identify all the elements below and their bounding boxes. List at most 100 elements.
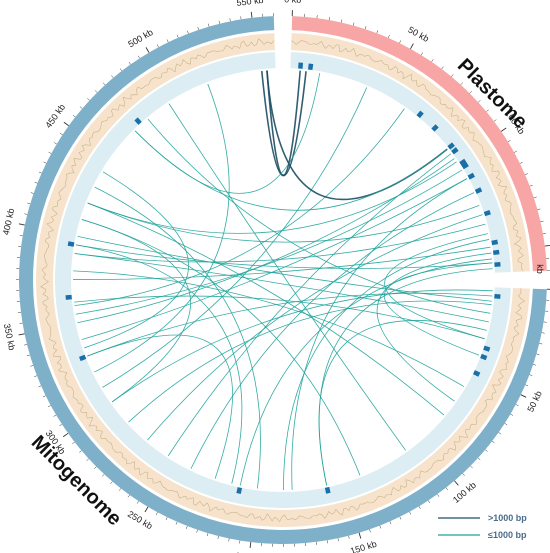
- mitogenome-tick: [229, 18, 231, 22]
- mito-mito-link: [87, 292, 493, 357]
- mito-mito-link: [94, 186, 261, 489]
- mitogenome-tick: [389, 521, 392, 525]
- tick-label: 550 kb: [236, 0, 264, 8]
- mitogenome-tick: [19, 235, 23, 237]
- mito-mito-link: [94, 83, 230, 373]
- tick-label: 400 kb: [1, 207, 16, 236]
- mitogenome-tick: [38, 385, 42, 388]
- tick-label: 350 kb: [2, 323, 17, 352]
- mitogenome-tick: [525, 384, 529, 387]
- mitogenome-tick: [136, 500, 139, 504]
- mitogenome-tick: [539, 343, 543, 345]
- mito-marker: [79, 354, 87, 362]
- plastome-tick: [410, 43, 414, 50]
- mitogenome-tick: [86, 458, 89, 461]
- mitogenome-tick: [515, 404, 519, 407]
- mitogenome-tick: [87, 98, 90, 101]
- mitogenome-tick: [118, 488, 122, 491]
- tick-label: 0 kb: [284, 0, 301, 5]
- mitogenome-tick: [47, 405, 51, 408]
- plastome-mito-link: [102, 87, 368, 388]
- plastome-marker: [467, 172, 475, 180]
- mitogenome-tick: [454, 480, 459, 486]
- mitogenome-tick: [218, 20, 220, 24]
- mitogenome-tick: [119, 68, 123, 72]
- mitogenome-tick: [137, 55, 140, 59]
- mitogenome-tick: [62, 432, 69, 438]
- mito-mito-link: [111, 289, 493, 403]
- plastome-tick: [451, 74, 454, 77]
- plastome-mito-link: [147, 214, 483, 441]
- mitogenome-tick: [477, 457, 481, 461]
- mitogenome-tick: [176, 34, 179, 38]
- mitogenome-tick: [533, 364, 537, 366]
- mitogenome-tick: [34, 375, 38, 378]
- mitogenome-tick: [30, 365, 34, 367]
- mitogenome-tick: [485, 449, 488, 452]
- mito-mito-link: [75, 244, 243, 484]
- mitogenome-tick: [399, 516, 402, 520]
- plastome-tick: [514, 150, 517, 153]
- plastome-marker: [459, 158, 467, 166]
- mitogenome-tick: [155, 512, 158, 516]
- plastome-marker: [298, 62, 304, 69]
- plastome-marker: [492, 249, 500, 255]
- mitogenome-tick: [491, 440, 495, 444]
- plastome-tick: [478, 100, 481, 103]
- tick-label: 100 kb: [451, 480, 478, 505]
- plastome-mito-link: [87, 161, 457, 234]
- legend-label-short: ≤1000 bp: [488, 530, 527, 540]
- tick-label: 250 kb: [126, 509, 154, 531]
- tick-marks: [16, 10, 550, 549]
- mitogenome-tick: [79, 450, 82, 453]
- mitogenome-tick: [175, 521, 178, 525]
- plastome-tick: [542, 233, 546, 235]
- plastome-marker: [416, 110, 424, 119]
- mito-marker: [480, 353, 488, 361]
- mitogenome-tick: [34, 181, 38, 184]
- mito-marker: [483, 345, 491, 352]
- plastome-mito-link: [75, 169, 463, 315]
- mito-mito-link: [84, 171, 189, 349]
- mito-marker: [67, 241, 75, 247]
- mitogenome-tick: [437, 494, 440, 497]
- mitogenome-tick: [206, 533, 209, 537]
- mito-mito-link: [77, 235, 492, 302]
- plastome-tick: [420, 52, 423, 56]
- mitogenome-tick: [470, 465, 473, 469]
- mitogenome-tick: [94, 466, 97, 469]
- mitogenome-tick: [24, 213, 28, 215]
- plastome-tick: [388, 35, 390, 38]
- plastome-tick: [507, 140, 511, 143]
- mito-marker: [324, 486, 331, 494]
- plastome-mito-link: [77, 158, 455, 324]
- plastome-tick: [529, 184, 533, 187]
- mitogenome-tick: [196, 529, 198, 533]
- tick-label: 200 kb: [235, 551, 263, 553]
- plastome-mito-link: [383, 262, 493, 356]
- tick-label: 150 kb: [349, 539, 378, 553]
- plastome-marker: [494, 261, 501, 267]
- mitogenome-tick: [128, 61, 131, 65]
- plastome-tick: [486, 109, 489, 112]
- plastome-mito-link: [134, 130, 448, 211]
- mitogenome-tick: [53, 414, 57, 417]
- plastome-marker: [474, 187, 483, 194]
- tick-label: 50 kb: [406, 25, 430, 44]
- mitogenome-tick: [156, 44, 159, 48]
- mitogenome-tick: [26, 354, 30, 357]
- mito-mito-link: [81, 219, 191, 403]
- plastome-tick: [544, 244, 550, 247]
- mitogenome-tick: [24, 344, 28, 346]
- mitogenome-tick: [379, 525, 382, 529]
- mitogenome-tick: [228, 538, 230, 542]
- mitogenome-tick: [59, 132, 63, 135]
- mito-mito-link: [74, 295, 485, 340]
- mito-mito-link: [87, 334, 233, 479]
- plastome-mito-link: [266, 70, 301, 177]
- mitogenome-tick: [18, 223, 25, 226]
- mitogenome-tick: [79, 106, 83, 109]
- mitogenome-tick: [428, 500, 431, 504]
- plastome-tick: [469, 91, 472, 94]
